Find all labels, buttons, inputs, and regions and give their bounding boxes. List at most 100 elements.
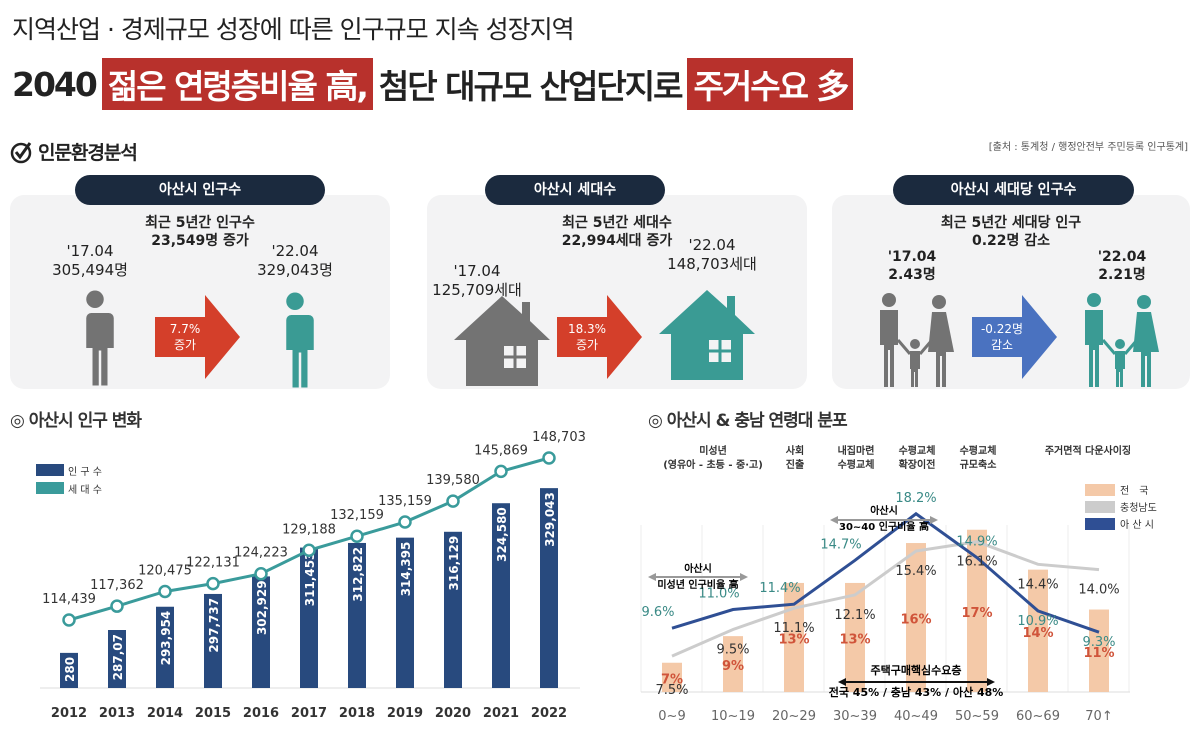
card-summary: 최근 5년간 세대당 인구 0.22명 감소 (832, 214, 1190, 250)
label-asan: 14.7% (820, 537, 861, 552)
label-chungnam: 14.0% (1078, 583, 1119, 598)
stage-label: (영유아 - 초등 - 중·고) (663, 458, 763, 471)
line-point (254, 566, 268, 581)
line-point (398, 515, 412, 529)
x-tick-label: 2015 (195, 706, 231, 721)
line-label: 117,362 (90, 578, 144, 593)
legend-label: 인 구 수 (68, 466, 102, 478)
change-label: 7.7% 증가 (155, 317, 215, 357)
line-point (62, 613, 76, 627)
x-tick-label: 10~19 (711, 709, 755, 724)
change-direction: 증가 (173, 338, 197, 352)
label-asan: 10.9% (1017, 614, 1058, 629)
before-value: 125,709세대 (432, 281, 522, 299)
change-value: 7.7% (169, 322, 201, 336)
line-asan (671, 511, 1100, 634)
before-date: '17.04 (887, 249, 937, 265)
page-subtitle: 지역산업 · 경제규모 성장에 따른 인구규모 지속 성장지역 (12, 15, 575, 44)
x-tick-label: 30~39 (833, 709, 877, 724)
x-tick-label: 2020 (435, 706, 471, 721)
label-asan: 11.4% (759, 581, 800, 596)
family-icon-before (867, 290, 967, 394)
line-label: 129,188 (282, 522, 336, 537)
bar-label: 316,129 (447, 536, 461, 591)
house-icon-after (657, 282, 757, 386)
bar-label: 287,07 (111, 634, 125, 680)
label-asan: 18.2% (895, 491, 936, 506)
line-point (542, 451, 556, 465)
title-highlight-1: 젊은 연령층비율 高, (101, 58, 373, 110)
title-year: 2040 (12, 64, 98, 104)
label-chungnam: 15.4% (895, 564, 936, 579)
before-stat: '17.04 2.43명 (862, 248, 962, 284)
label-chungnam: 14.4% (1017, 577, 1058, 592)
after-stat: '22.04 148,703세대 (647, 236, 777, 274)
person-icon-after (260, 290, 330, 394)
x-tick-label: 2019 (387, 706, 423, 721)
arrow-right-icon (557, 295, 642, 379)
x-tick-label: 2018 (339, 706, 375, 721)
bar-population (108, 630, 126, 688)
stage-label: 확장이전 (899, 458, 936, 471)
bar-population (60, 652, 78, 688)
x-tick-label: 50~59 (955, 709, 999, 724)
bar-label: 329,043 (543, 492, 557, 547)
bar-label: 324,580 (495, 507, 509, 562)
card-summary: 최근 5년간 세대수 22,994세대 증가 (427, 214, 807, 250)
summary-line-2: 22,994세대 증가 (561, 233, 673, 249)
line-point (206, 576, 220, 591)
change-direction: 감소 (990, 338, 1014, 352)
before-stat: '17.04 125,709세대 (427, 262, 527, 300)
line-label: 124,223 (234, 546, 288, 561)
line-label: 122,131 (186, 556, 240, 571)
x-tick-label: 20~29 (772, 709, 816, 724)
legend-swatch (1085, 484, 1115, 496)
stage-label: 주거면적 다운사이징 (1045, 444, 1131, 457)
check-icon (10, 141, 32, 163)
before-date: '17.04 (453, 262, 501, 280)
bar-national (662, 662, 682, 692)
label-national: 16% (900, 613, 931, 628)
bar-label: 302,929 (255, 580, 269, 635)
x-tick-label: 60~69 (1016, 709, 1060, 724)
stage-label: 미성년 (699, 444, 727, 457)
title-highlight-2: 주거수요 多 (687, 58, 854, 110)
line-label: 139,580 (426, 473, 480, 488)
age-chart-title: ◎ 아산시 & 충남 연령대 분포 (648, 411, 848, 431)
summary-line-1: 최근 5년간 세대당 인구 (940, 215, 1082, 231)
x-tick-label: 40~49 (894, 709, 938, 724)
x-tick-label: 2017 (291, 706, 327, 721)
annotation: 30~40 인구비율 高 (839, 520, 929, 533)
source-note: [출처 : 통계청 / 행정안전부 주민등록 인구통계] (988, 142, 1188, 153)
bar-population (252, 576, 270, 688)
after-stat: '22.04 329,043명 (230, 242, 360, 280)
label-national: 7% (661, 672, 683, 687)
x-tick-label: 0~9 (658, 709, 685, 724)
bar-population (204, 593, 222, 688)
annotation: 아산시 (870, 504, 898, 517)
section-title: 인문환경분석 (38, 142, 138, 164)
x-tick-label: 2013 (99, 706, 135, 721)
label-chungnam: 7.5% (655, 683, 688, 698)
title-middle: 첨단 대규모 산업단지로 (378, 67, 684, 106)
after-date: '22.04 (688, 236, 736, 254)
arrow-right-icon (972, 295, 1057, 379)
summary-line-1: 최근 5년간 인구수 (145, 215, 255, 231)
legend-label: 아 산 시 (1120, 519, 1154, 531)
after-date: '22.04 (271, 242, 319, 260)
before-stat: '17.04 305,494명 (40, 242, 140, 280)
bar-label: 280 (63, 657, 77, 682)
line-label: 148,703 (532, 430, 586, 445)
line-point (494, 464, 508, 479)
bar-label: 314,395 (399, 542, 413, 597)
label-chungnam: 11.1% (773, 621, 814, 636)
stage-label: 진출 (786, 458, 804, 471)
change-value: -0.22명 (980, 322, 1024, 336)
line-label: 120,475 (138, 563, 192, 578)
label-chungnam: 9.5% (716, 642, 749, 657)
annotation: 아산시 (684, 562, 712, 575)
bar-label: 297,737 (207, 598, 221, 653)
bar-population (396, 537, 414, 688)
label-asan: 9.3% (1082, 635, 1115, 650)
summary-line-2: 0.22명 감소 (971, 233, 1051, 249)
